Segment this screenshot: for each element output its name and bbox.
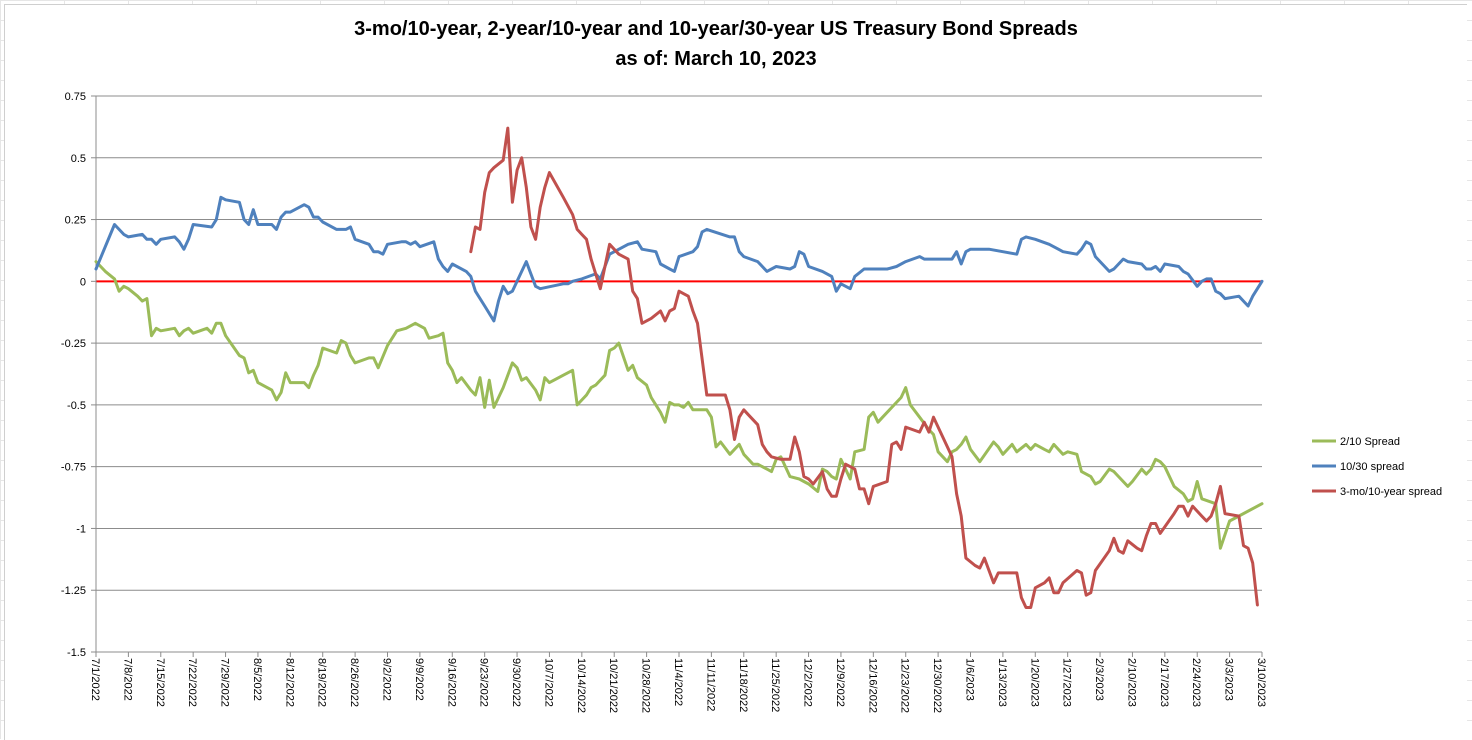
x-tick-label: 10/7/2022 [542,658,554,707]
x-tick-label: 9/23/2022 [478,658,490,707]
y-tick-label: -0.25 [61,338,86,350]
x-tick-label: 9/30/2022 [510,658,522,707]
x-tick-label: 8/26/2022 [348,658,360,707]
x-tick-label: 1/20/2023 [1028,658,1040,707]
x-tick-label: 12/9/2022 [834,658,846,707]
x-tick-label: 12/16/2022 [866,658,878,713]
series-line [94,260,1264,550]
y-tick-label: -1.25 [61,585,86,597]
x-tick-label: 10/14/2022 [575,658,587,713]
x-tick-label: 12/23/2022 [899,658,911,713]
y-tick-label: 0 [80,276,86,288]
series-line [469,126,1259,609]
x-tick-label: 2/24/2023 [1190,658,1202,707]
x-tick-label: 7/22/2022 [186,658,198,707]
x-tick-label: 8/12/2022 [283,658,295,707]
y-tick-label: -0.5 [67,400,86,412]
x-tick-label: 1/27/2023 [1061,658,1073,707]
y-tick-label: -1 [76,523,86,535]
x-tick-label: 12/2/2022 [802,658,814,707]
x-tick-label: 3/3/2023 [1223,658,1235,701]
x-tick-label: 2/10/2023 [1125,658,1137,707]
series-line [94,195,1264,323]
y-tick-label: 0.5 [71,153,86,165]
x-tick-label: 11/18/2022 [737,658,749,712]
legend-label: 2/10 Spread [1340,436,1400,448]
legend: 2/10 Spread 10/30 spread 3-mo/10-year spre… [1312,436,1442,498]
x-tick-label: 3/10/2023 [1255,658,1267,707]
x-tick-label: 7/29/2022 [219,658,231,707]
y-tick-label: -0.75 [61,462,86,474]
chart-title: 3-mo/10-year, 2-year/10-year and 10-year… [354,18,1078,40]
y-tick-label: 0.75 [65,91,86,103]
x-tick-label: 9/9/2022 [413,658,425,701]
x-tick-label: 1/6/2023 [964,658,976,701]
series-lines [94,126,1264,609]
x-tick-label: 9/16/2022 [445,658,457,707]
x-tick-label: 7/15/2022 [154,658,166,707]
gridlines [96,95,1262,653]
x-tick-label: 2/3/2023 [1093,658,1105,701]
x-tick-label: 8/19/2022 [316,658,328,707]
x-tick-label: 12/30/2022 [931,658,943,713]
x-tick-label: 10/28/2022 [640,658,652,713]
x-tick-label: 7/1/2022 [89,658,101,701]
legend-label: 10/30 spread [1340,461,1404,473]
axes: 0.750.50.250-0.25-0.5-0.75-1-1.25-1.57/1… [61,91,1267,713]
chart-subtitle: as of: March 10, 2023 [615,48,817,70]
y-tick-label: -1.5 [67,647,86,659]
x-tick-label: 11/11/2022 [704,658,716,711]
x-tick-label: 11/4/2022 [672,658,684,706]
x-tick-label: 11/25/2022 [769,658,781,712]
x-tick-label: 10/21/2022 [607,658,619,713]
x-tick-label: 8/5/2022 [251,658,263,701]
x-tick-label: 1/13/2023 [996,658,1008,707]
x-tick-label: 9/2/2022 [381,658,393,701]
x-tick-label: 7/8/2022 [121,658,133,701]
x-tick-label: 2/17/2023 [1158,658,1170,707]
y-tick-label: 0.25 [65,215,86,227]
legend-label: 3-mo/10-year spread [1340,486,1442,498]
